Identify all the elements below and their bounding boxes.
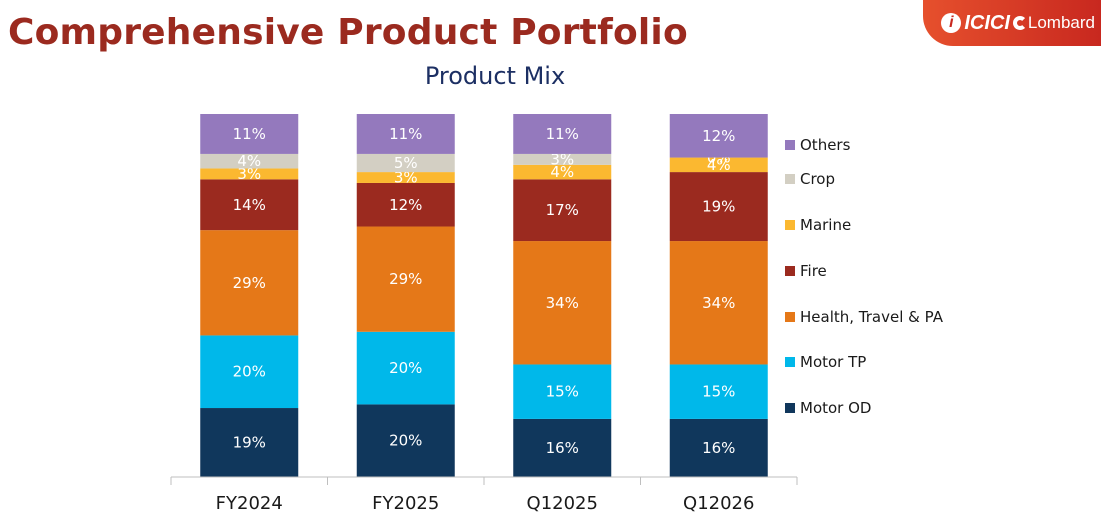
- legend-swatch: [785, 265, 795, 276]
- bar-segment: [669, 172, 768, 242]
- legend-swatch: [785, 219, 795, 230]
- bar-segment: [513, 153, 612, 165]
- bar-segment: [200, 168, 299, 180]
- bar-segment: [200, 114, 299, 154]
- page-title: Comprehensive Product Portfolio: [8, 12, 688, 53]
- bar-segment: [200, 230, 299, 336]
- data-label: 11%: [546, 125, 579, 143]
- data-label: 4%: [237, 152, 261, 170]
- legend-item: Motor TP: [785, 339, 985, 385]
- data-label: 15%: [546, 383, 579, 401]
- bar-segment: [356, 114, 455, 154]
- data-label: 15%: [702, 383, 735, 401]
- data-label: 16%: [702, 439, 735, 457]
- x-tick-label: Q12026: [683, 493, 754, 514]
- bar-segment: [669, 364, 768, 419]
- legend-label: Motor TP: [800, 353, 867, 372]
- data-label: 14%: [233, 196, 266, 214]
- data-label: 3%: [394, 169, 418, 187]
- data-label: 4%: [550, 163, 574, 181]
- bar-segment: [200, 153, 299, 169]
- chart-legend: Others Crop Marine Fire Health, Travel & PA M…: [785, 134, 985, 431]
- legend-label: Others: [800, 135, 851, 154]
- bar-segment: [356, 182, 455, 227]
- bar-segment: [513, 241, 612, 365]
- legend-item: Others: [785, 134, 985, 156]
- bar-segment: [669, 157, 768, 173]
- bar-segment: [356, 226, 455, 332]
- legend-item: Marine: [785, 202, 985, 248]
- data-label: 3%: [237, 165, 261, 183]
- legend-label: Crop: [800, 169, 836, 188]
- legend-label: Motor OD: [800, 399, 872, 418]
- chart-title: Product Mix: [424, 62, 566, 90]
- data-label: 20%: [389, 359, 422, 377]
- x-tick-label: FY2025: [372, 493, 439, 514]
- data-label: 17%: [546, 201, 579, 219]
- legend-swatch: [785, 139, 795, 150]
- bar-segment: [200, 335, 299, 409]
- data-label: 19%: [702, 198, 735, 216]
- logo-brand: ICICI: [964, 11, 1010, 34]
- logo-mark-icon: i: [941, 13, 962, 33]
- data-label: 34%: [546, 294, 579, 312]
- x-tick-label: Q12025: [527, 493, 598, 514]
- logo-swoosh-icon: [1012, 16, 1027, 30]
- bar-segment: [669, 114, 768, 158]
- bar-segment: [356, 172, 455, 183]
- legend-item: Health, Travel & PA: [785, 294, 985, 340]
- legend-label: Marine: [800, 215, 852, 234]
- bar-segment: [200, 179, 299, 231]
- legend-label: Fire: [800, 261, 827, 280]
- legend-swatch: [785, 357, 795, 368]
- data-label: 34%: [702, 294, 735, 312]
- bar-segment: [513, 364, 612, 419]
- legend-item: Fire: [785, 248, 985, 294]
- icici-lombard-logo: i ICICI Lombard: [923, 0, 1101, 46]
- data-label: 5%: [394, 154, 418, 172]
- data-label: 20%: [233, 363, 266, 381]
- legend-item: Crop: [785, 156, 985, 202]
- bar-segment: [513, 179, 612, 242]
- bar-segment: [669, 241, 768, 365]
- logo-sub: Lombard: [1027, 13, 1095, 32]
- data-label: 19%: [233, 434, 266, 452]
- data-label: 29%: [233, 274, 266, 292]
- bar-segment: [200, 408, 299, 477]
- bar-segment: [513, 114, 612, 154]
- data-label: 11%: [233, 125, 266, 143]
- x-tick-label: FY2024: [216, 493, 283, 514]
- legend-swatch: [785, 173, 795, 184]
- data-label: 11%: [389, 125, 422, 143]
- data-label: 29%: [389, 270, 422, 288]
- data-label: 16%: [546, 439, 579, 457]
- data-label: 3%: [550, 150, 574, 168]
- data-label: 20%: [389, 432, 422, 450]
- legend-swatch: [785, 311, 795, 322]
- bar-segment: [669, 418, 768, 477]
- bar-segment: [356, 404, 455, 477]
- legend-swatch: [785, 403, 795, 414]
- bar-segment: [513, 164, 612, 180]
- bar-segment: [513, 418, 612, 477]
- data-label: 4%: [707, 156, 731, 174]
- data-label: 12%: [702, 127, 735, 145]
- bar-segment: [356, 331, 455, 405]
- legend-label: Health, Travel & PA: [800, 307, 943, 326]
- bar-segment: [356, 153, 455, 173]
- data-label: 12%: [389, 196, 422, 214]
- legend-item: Motor OD: [785, 385, 985, 431]
